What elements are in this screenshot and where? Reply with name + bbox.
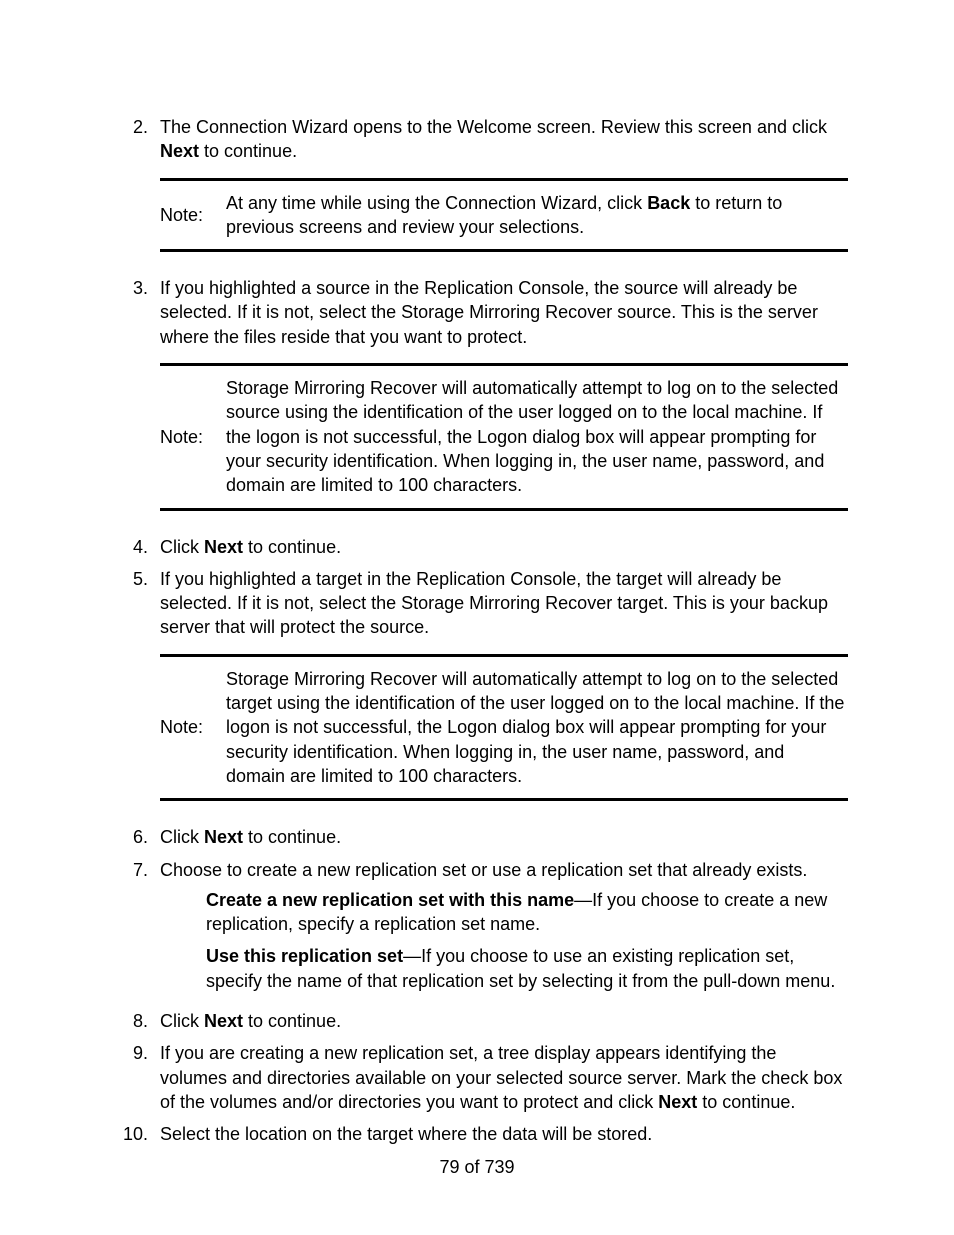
document-page: 2. The Connection Wizard opens to the We…: [0, 0, 954, 1235]
step-5: 5. If you highlighted a target in the Re…: [106, 567, 848, 817]
note-box: Note: Storage Mirroring Recover will aut…: [160, 363, 848, 510]
note-label: Note:: [160, 425, 226, 449]
step-number: 7.: [106, 858, 160, 1001]
step-number: 3.: [106, 276, 160, 526]
step-text: Select the location on the target where …: [160, 1124, 652, 1144]
step-text: to continue.: [243, 1011, 341, 1031]
step-body: Click Next to continue.: [160, 1009, 848, 1033]
step-3: 3. If you highlighted a source in the Re…: [106, 276, 848, 526]
step-body: Click Next to continue.: [160, 535, 848, 559]
step-number: 5.: [106, 567, 160, 817]
step-6: 6. Click Next to continue.: [106, 825, 848, 849]
sub-item: Use this replication set—If you choose t…: [206, 944, 848, 993]
bold-back: Back: [647, 193, 690, 213]
step-text: Click: [160, 827, 204, 847]
bold-next: Next: [204, 537, 243, 557]
bold-create-set: Create a new replication set with this n…: [206, 890, 574, 910]
note-box: Note: At any time while using the Connec…: [160, 178, 848, 253]
step-body: The Connection Wizard opens to the Welco…: [160, 115, 848, 268]
step-number: 10.: [106, 1122, 160, 1146]
instruction-list: 2. The Connection Wizard opens to the We…: [106, 115, 848, 1147]
step-2: 2. The Connection Wizard opens to the We…: [106, 115, 848, 268]
bold-next: Next: [204, 827, 243, 847]
step-text: If you highlighted a target in the Repli…: [160, 569, 828, 638]
step-body: If you are creating a new replication se…: [160, 1041, 848, 1114]
step-text: The Connection Wizard opens to the Welco…: [160, 117, 827, 137]
page-number: 79 of 739: [0, 1155, 954, 1179]
step-text: If you highlighted a source in the Repli…: [160, 278, 818, 347]
step-body: If you highlighted a source in the Repli…: [160, 276, 848, 526]
note-label: Note:: [160, 203, 226, 227]
step-body: If you highlighted a target in the Repli…: [160, 567, 848, 817]
step-number: 6.: [106, 825, 160, 849]
step-text: to continue.: [199, 141, 297, 161]
bold-use-set: Use this replication set: [206, 946, 403, 966]
step-number: 4.: [106, 535, 160, 559]
note-text: Storage Mirroring Recover will automatic…: [226, 376, 848, 497]
step-8: 8. Click Next to continue.: [106, 1009, 848, 1033]
step-number: 9.: [106, 1041, 160, 1114]
bold-next: Next: [204, 1011, 243, 1031]
step-body: Click Next to continue.: [160, 825, 848, 849]
step-body: Select the location on the target where …: [160, 1122, 848, 1146]
step-4: 4. Click Next to continue.: [106, 535, 848, 559]
step-9: 9. If you are creating a new replication…: [106, 1041, 848, 1114]
step-text: Choose to create a new replication set o…: [160, 860, 807, 880]
step-10: 10. Select the location on the target wh…: [106, 1122, 848, 1146]
note-label: Note:: [160, 715, 226, 739]
sub-item: Create a new replication set with this n…: [206, 888, 848, 937]
step-number: 2.: [106, 115, 160, 268]
step-text: to continue.: [243, 537, 341, 557]
note-text: At any time while using the Connection W…: [226, 191, 848, 240]
bold-next: Next: [160, 141, 199, 161]
bold-next: Next: [658, 1092, 697, 1112]
step-text: to continue.: [697, 1092, 795, 1112]
note-box: Note: Storage Mirroring Recover will aut…: [160, 654, 848, 801]
note-text: Storage Mirroring Recover will automatic…: [226, 667, 848, 788]
step-number: 8.: [106, 1009, 160, 1033]
step-text: Click: [160, 537, 204, 557]
sub-items: Create a new replication set with this n…: [160, 888, 848, 993]
step-text: Click: [160, 1011, 204, 1031]
step-7: 7. Choose to create a new replication se…: [106, 858, 848, 1001]
step-body: Choose to create a new replication set o…: [160, 858, 848, 1001]
step-text: to continue.: [243, 827, 341, 847]
